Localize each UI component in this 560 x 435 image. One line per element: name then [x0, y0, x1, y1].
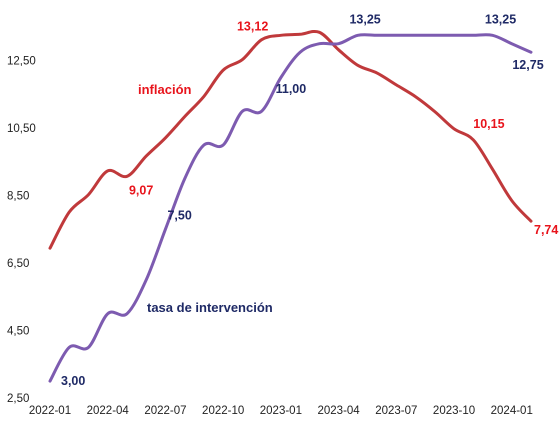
x-tick-label: 2022-01: [29, 405, 71, 417]
y-tick-label: 6,50: [7, 258, 29, 270]
data-label: 10,15: [473, 117, 504, 131]
x-tick-label: 2024-01: [491, 405, 533, 417]
series-name-label: tasa de intervención: [147, 300, 273, 315]
data-label: 13,25: [349, 12, 380, 26]
policy-rate-line: [48, 33, 533, 383]
y-tick-label: 2,50: [7, 393, 29, 405]
x-tick-label: 2023-01: [260, 405, 302, 417]
x-tick-label: 2022-04: [87, 405, 130, 417]
series-name-label: inflación: [138, 82, 192, 97]
x-tick-label: 2022-07: [144, 405, 186, 417]
y-tick-label: 8,50: [7, 191, 29, 203]
x-tick-label: 2023-10: [433, 405, 475, 417]
x-tick-label: 2022-10: [202, 405, 244, 417]
x-tick-label: 2023-04: [317, 405, 360, 417]
x-tick-label: 2023-07: [375, 405, 417, 417]
y-tick-label: 4,50: [7, 326, 29, 338]
data-label: 7,74: [534, 223, 558, 237]
data-label: 3,00: [61, 374, 85, 388]
data-label: 7,50: [167, 208, 191, 222]
data-label: 9,07: [129, 183, 153, 197]
data-label: 13,25: [485, 12, 516, 26]
y-tick-label: 12,50: [7, 56, 36, 68]
data-label: 12,75: [512, 58, 543, 72]
inflation-line: [48, 29, 533, 250]
data-label: 13,12: [237, 20, 268, 34]
data-label: 11,00: [276, 82, 307, 96]
y-tick-label: 10,50: [7, 123, 36, 135]
